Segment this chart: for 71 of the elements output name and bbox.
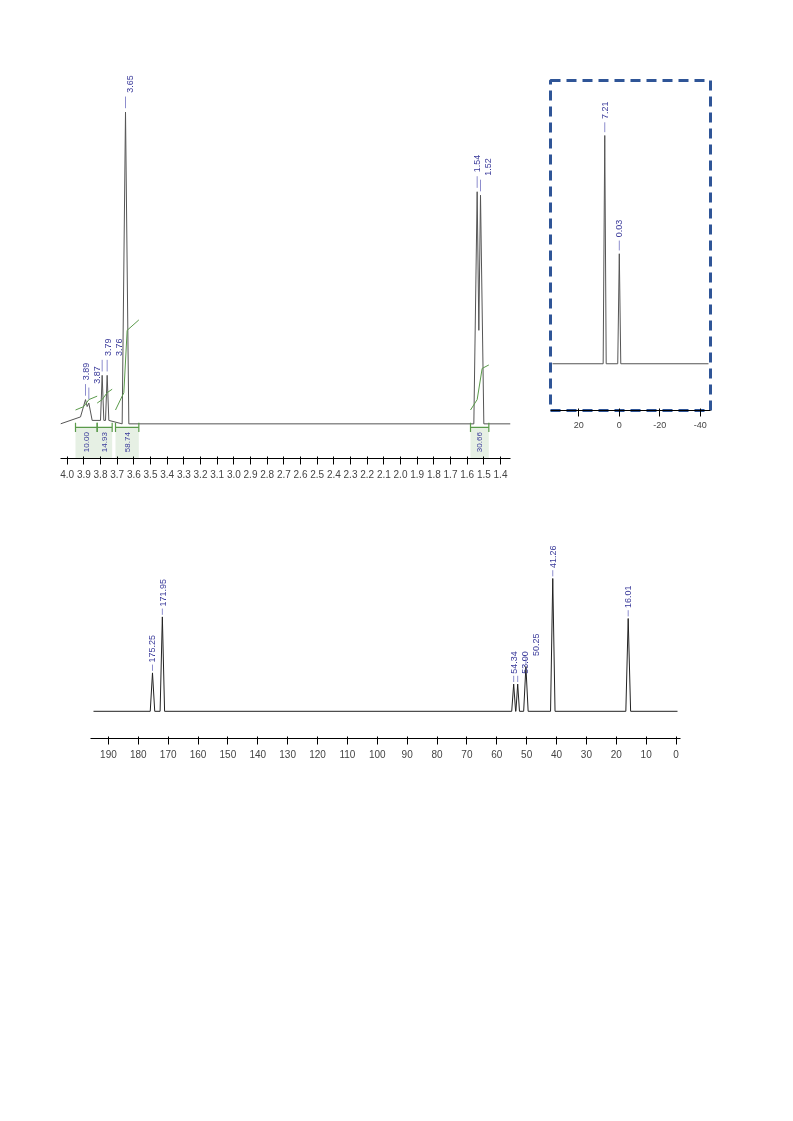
x-tick-label: 90 [401, 748, 414, 760]
annotation: 7.21 [599, 101, 610, 119]
x-tick-label: 2.9 [243, 468, 258, 480]
x-tick-label: 3.4 [160, 468, 175, 480]
x-tick-label: 20 [573, 419, 584, 430]
x-tick-label: 50 [521, 748, 533, 760]
annotation: 3.76 [113, 338, 124, 356]
x-tick-label: 3.5 [143, 468, 158, 480]
x-tick-label: 2.6 [293, 468, 308, 480]
x-tick-label: 120 [309, 748, 327, 760]
annotation: 53.00 [519, 651, 530, 674]
annotation: 16.01 [623, 585, 634, 609]
x-tick-label: 30 [580, 748, 593, 760]
x-tick-label: 2.3 [343, 468, 358, 480]
annotation: 3.89 [80, 362, 91, 381]
x-tick-label: 3.9 [76, 468, 92, 480]
annotation: 41.26 [547, 545, 558, 569]
x-tick-label: 3.6 [126, 468, 142, 480]
x-tick-label: 1.4 [493, 468, 508, 480]
x-tick-label: 3.7 [110, 468, 125, 480]
band-label: 30.66 [475, 431, 485, 453]
x-tick-label: 1.6 [460, 468, 475, 480]
annotation: 3.87 [91, 366, 102, 384]
x-tick-label: 150 [219, 748, 237, 760]
annotation: 175.25 [147, 634, 158, 663]
x-tick-label: 140 [249, 748, 267, 760]
x-tick-label: 3.2 [193, 468, 208, 480]
x-tick-label: 3.1 [210, 468, 225, 480]
x-tick-label: 1.7 [443, 468, 458, 480]
x-tick-label: 130 [279, 748, 297, 760]
x-tick-label: 2.5 [310, 468, 325, 480]
x-tick-label: 3.0 [226, 468, 242, 480]
x-tick-label: 170 [159, 748, 177, 760]
x-tick-label: 1.9 [410, 468, 425, 480]
band-label: 58.74 [122, 431, 132, 453]
annotation: 1.54 [472, 154, 483, 173]
annotation: 1.52 [483, 158, 494, 176]
x-tick-label: 40 [550, 748, 563, 760]
x-tick-label: 1.5 [476, 468, 492, 480]
x-tick-label: 20 [610, 748, 623, 760]
x-tick-label: 1.8 [426, 468, 442, 480]
annotation: 0.03 [614, 219, 625, 238]
x-tick-label: 180 [129, 748, 148, 760]
annotation: 3.65 [124, 75, 135, 93]
band-label: 10.00 [81, 431, 91, 453]
x-tick-label: -20 [653, 419, 667, 430]
x-tick-label: 2.7 [276, 468, 292, 480]
x-tick-label: 110 [339, 748, 356, 760]
x-tick-label: 60 [491, 748, 503, 760]
x-tick-label: 100 [368, 748, 387, 760]
x-tick-label: 2.2 [360, 468, 375, 480]
annotation: 171.95 [158, 578, 169, 607]
band-label: 14.93 [100, 431, 110, 453]
x-tick-label: 160 [189, 748, 207, 760]
x-tick-label: 0 [616, 419, 622, 430]
x-tick-label: 3.8 [93, 468, 108, 480]
x-tick-label: 3.3 [176, 468, 192, 480]
x-tick-label: 0 [673, 748, 680, 760]
x-tick-label: 80 [431, 748, 444, 760]
annotation: 54.34 [508, 651, 519, 674]
annotation: 3.79 [102, 338, 113, 356]
x-tick-label: 2.0 [393, 468, 408, 480]
x-tick-label: 2.8 [260, 468, 275, 480]
x-tick-label: 2.4 [326, 468, 342, 480]
annotation: 50.25 [530, 633, 541, 657]
x-tick-label: 4.0 [60, 468, 75, 480]
x-tick-label: 190 [100, 748, 118, 760]
x-tick-label: 10 [640, 748, 653, 760]
x-tick-label: -40 [693, 419, 707, 430]
x-tick-label: 70 [461, 748, 473, 760]
x-tick-label: 2.1 [376, 468, 392, 480]
